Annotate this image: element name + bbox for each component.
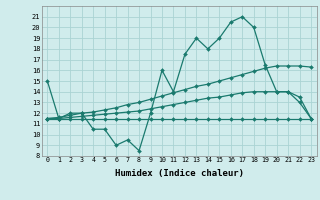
X-axis label: Humidex (Indice chaleur): Humidex (Indice chaleur) [115, 169, 244, 178]
